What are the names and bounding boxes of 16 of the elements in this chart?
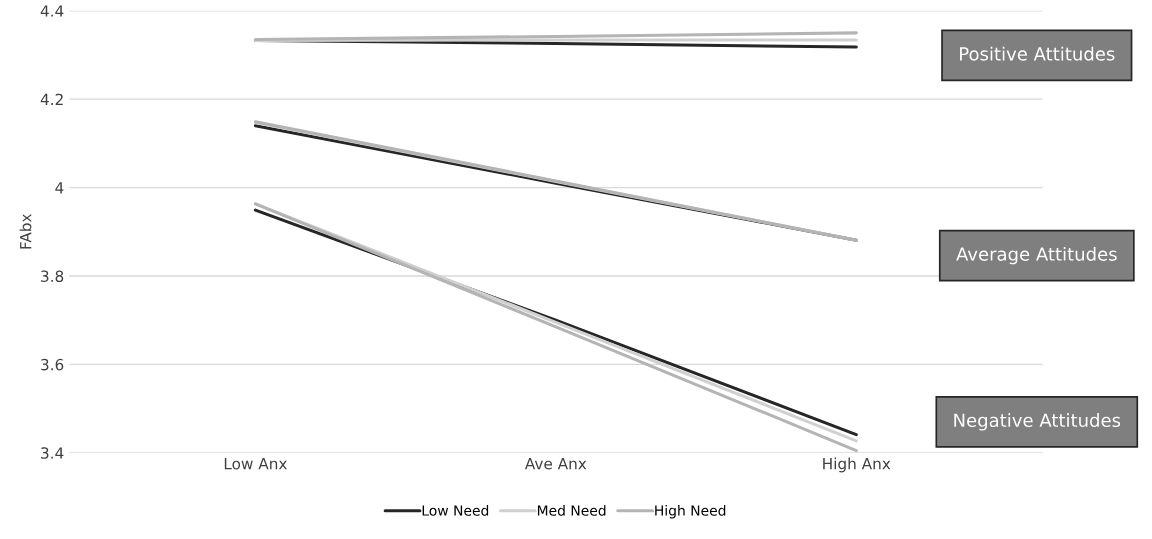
y-tick-label: 4.2: [40, 93, 63, 105]
legend-label: Med Need: [537, 505, 606, 516]
x-tick-label: High Anx: [823, 457, 891, 473]
x-tick-label: Ave Anx: [524, 458, 587, 470]
legend-label: Low Need: [422, 505, 489, 516]
legend-label: High Need: [655, 505, 726, 519]
y-tick-label: 3.8: [41, 270, 64, 282]
y-tick-label: 4: [55, 182, 64, 194]
y-axis-title: FAbx: [19, 213, 32, 249]
y-tick-label: 3.4: [41, 447, 64, 459]
y-tick-label: 3.6: [41, 358, 64, 371]
y-tick-label: 4.4: [40, 5, 64, 17]
annotation: Average Attitudes: [956, 246, 1117, 265]
annotation: Negative Attitudes: [954, 413, 1121, 431]
annotation: Positive Attitudes: [960, 46, 1115, 61]
x-tick-label: Low Anx: [224, 458, 287, 470]
